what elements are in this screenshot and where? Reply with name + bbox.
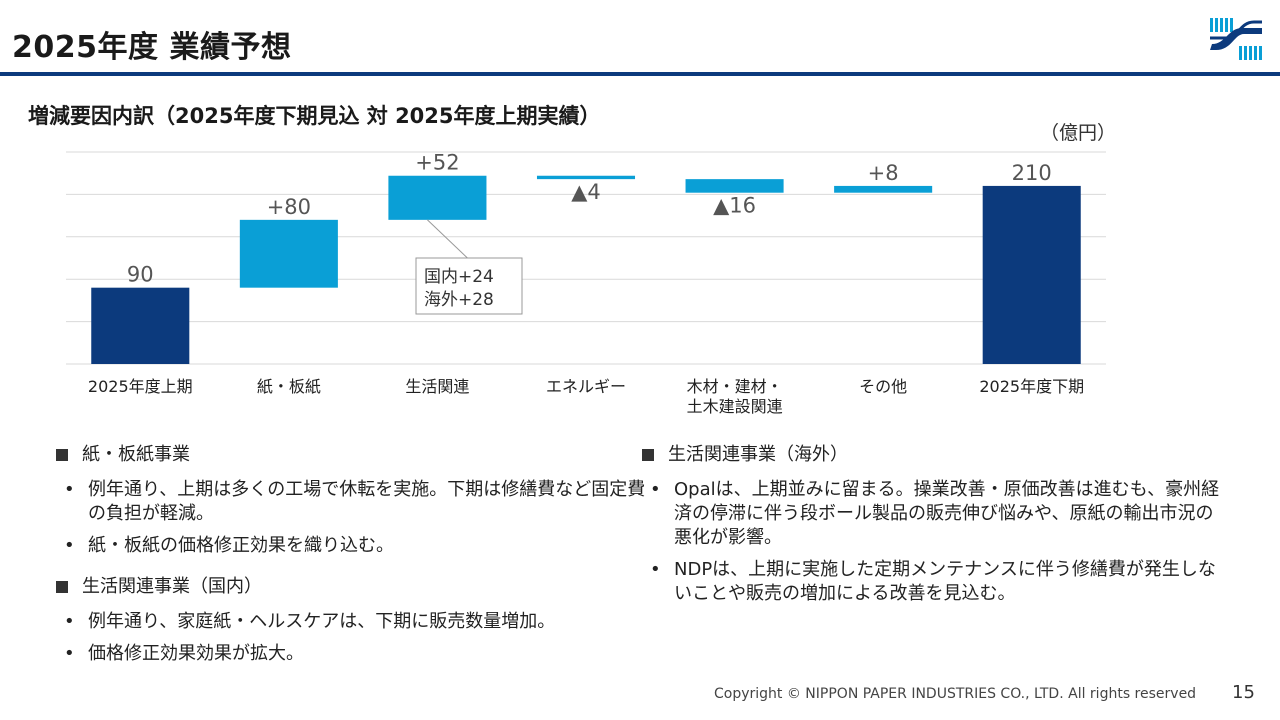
bullet-dot-icon: •: [64, 611, 75, 632]
data-label: ▲4: [571, 180, 601, 204]
category-label: 2025年度上期: [88, 377, 193, 396]
callout-text: 国内+24: [424, 267, 494, 287]
category-label: その他: [859, 377, 907, 396]
category-label: 土木建設関連: [687, 397, 783, 416]
bullet-item: • 価格修正効果効果が拡大。: [64, 643, 304, 664]
callout-leader: [427, 219, 468, 259]
bar-1: [239, 219, 338, 288]
category-label: 紙・板紙: [257, 377, 321, 396]
chart-subtitle: 増減要因内訳（2025年度下期見込 対 2025年度上期実績）: [28, 104, 601, 128]
page-number: 15: [1232, 682, 1255, 703]
section-heading: 紙・板紙事業: [56, 444, 646, 466]
bar-5: [834, 185, 933, 193]
bar-2: [388, 175, 487, 220]
data-label: +52: [415, 151, 459, 175]
bullet-dot-icon: •: [64, 479, 75, 500]
data-label: +8: [868, 161, 899, 185]
right-sections: 生活関連事業（海外） • Opalは、上期並みに留まる。操業改善・原価改善は進むも…: [642, 444, 1222, 614]
callout-text: 海外+28: [424, 290, 494, 310]
square-bullet-icon: [56, 581, 68, 593]
bullet-item: • 例年通り、家庭紙・ヘルスケアは、下期に販売数量増加。: [64, 611, 556, 632]
data-label: +80: [267, 195, 311, 219]
section-household-domestic: 生活関連事業（国内） • 例年通り、家庭紙・ヘルスケアは、下期に販売数量増加。 •…: [56, 576, 646, 666]
page-title: 2025年度 業績予想: [12, 30, 292, 65]
category-label: 2025年度下期: [979, 377, 1084, 396]
bullet-item: • Opalは、上期並みに留まる。操業改善・原価改善は進むも、豪州経済の停滞に伴う…: [650, 479, 1220, 548]
bullet-dot-icon: •: [64, 643, 75, 664]
section-household-overseas: 生活関連事業（海外） • Opalは、上期並みに留まる。操業改善・原価改善は進むも…: [642, 444, 1222, 606]
unit-label: （億円）: [1040, 122, 1117, 144]
bullet-dot-icon: •: [650, 479, 661, 500]
bar-3: [536, 175, 636, 180]
section-heading: 生活関連事業（国内）: [56, 576, 646, 598]
bullet-item: • 例年通り、上期は多くの工場で休転を実施。下期は修繕費など固定費の負担が軽減。: [64, 479, 646, 524]
data-label: ▲16: [713, 194, 756, 218]
left-sections: 紙・板紙事業 • 例年通り、上期は多くの工場で休転を実施。下期は修繕費など固定費の…: [56, 444, 646, 674]
data-label: 90: [127, 263, 154, 287]
data-label: 210: [1012, 161, 1052, 185]
section-paper: 紙・板紙事業 • 例年通り、上期は多くの工場で休転を実施。下期は修繕費など固定費の…: [56, 444, 646, 558]
category-label: 生活関連: [405, 377, 469, 396]
category-label: エネルギー: [546, 377, 626, 396]
square-bullet-icon: [56, 449, 68, 461]
copyright-text: Copyright © NIPPON PAPER INDUSTRIES CO.,…: [714, 686, 1197, 702]
title-divider: [0, 72, 1280, 76]
company-logo-icon: [1210, 18, 1262, 60]
callout-box: [415, 257, 523, 315]
bullet-dot-icon: •: [64, 535, 75, 556]
bullet-item: • NDPは、上期に実施した定期メンテナンスに伴う修繕費が発生しないことや販売の増…: [650, 559, 1216, 604]
square-bullet-icon: [642, 449, 654, 461]
bar-6: [982, 185, 1081, 364]
bar-4: [685, 179, 784, 193]
bar-0: [91, 287, 190, 364]
bullet-item: • 紙・板紙の価格修正効果を織り込む。: [64, 535, 394, 556]
bullet-dot-icon: •: [650, 559, 661, 580]
waterfall-chart: 90 2025年度上期 +80 紙・板紙 +52 生活関連 国内+24 海外+28 ▲4 エネルギ…: [66, 151, 1106, 416]
category-label: 木材・建材・: [687, 377, 783, 396]
section-heading: 生活関連事業（海外）: [642, 444, 1222, 466]
